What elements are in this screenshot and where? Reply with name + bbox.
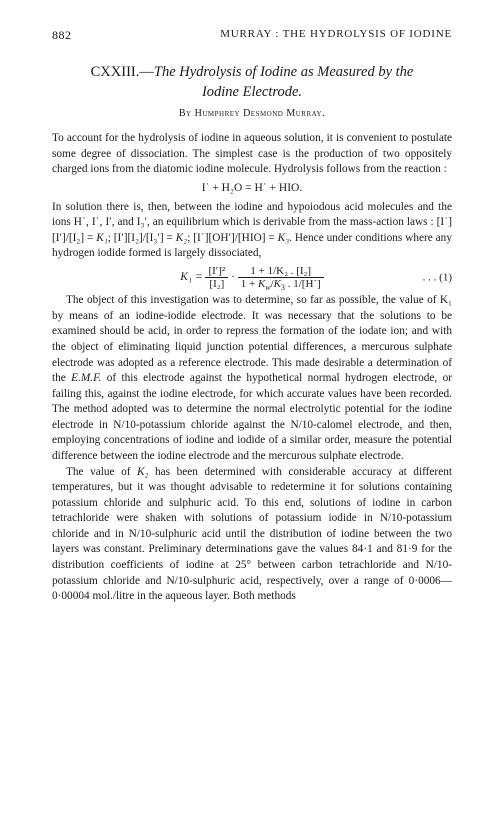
running-title: MURRAY : THE HYDROLYSIS OF IODINE bbox=[220, 28, 452, 43]
body-text: To account for the hydrolysis of iodine … bbox=[52, 131, 452, 605]
equation-1: K₁ = [I′]² [I₂] · 1 + 1/K₂ . [I₂] 1 + Kw… bbox=[52, 265, 452, 290]
paragraph-1: To account for the hydrolysis of iodine … bbox=[52, 131, 452, 178]
p2b: ; [I′][I₂]/[I₃′] = bbox=[108, 232, 176, 244]
eq2-f2-den: 1 + Kw/K3 . 1/[H˙] bbox=[238, 278, 324, 290]
eq2-frac2: 1 + 1/K₂ . [I₂] 1 + Kw/K3 . 1/[H˙] bbox=[238, 265, 324, 290]
p4b: has been determined with considerable ac… bbox=[52, 466, 452, 603]
paragraph-4: The value of K₂ has been determined with… bbox=[52, 465, 452, 605]
p4a: The value of bbox=[66, 466, 137, 478]
p2c: ; [I˙][OH′]/[HIO] = bbox=[187, 232, 277, 244]
eq2-dot: · bbox=[231, 271, 238, 283]
title-line-1: The Hydrolysis of Iodine as Measured by … bbox=[154, 64, 413, 80]
eq2-f1-den: [I₂] bbox=[205, 278, 228, 290]
eq2-f2-num: 1 + 1/K₂ . [I₂] bbox=[238, 265, 324, 278]
k2b: K₂ bbox=[137, 466, 148, 478]
eq2-f1-num: [I′]² bbox=[205, 265, 228, 278]
title-line-2: Iodine Electrode. bbox=[202, 84, 302, 100]
k2: K₂ bbox=[176, 232, 187, 244]
article-number: CXXIII.— bbox=[91, 64, 154, 80]
k1: K₁ bbox=[96, 232, 107, 244]
eq2-label: . . . (1) bbox=[423, 270, 452, 285]
paragraph-2: In solution there is, then, between the … bbox=[52, 200, 452, 262]
article-title: CXXIII.—The Hydrolysis of Iodine as Meas… bbox=[52, 63, 452, 102]
paragraph-3: The object of this investigation was to … bbox=[52, 293, 452, 464]
den-txt: 1 + Kw/K3 . 1/[H˙] bbox=[241, 278, 321, 290]
p3a: The object of this investigation was to … bbox=[52, 294, 452, 384]
eq2-frac1: [I′]² [I₂] bbox=[205, 265, 228, 290]
equation-reaction: I˙ + H₂O = H˙ + HIO. bbox=[52, 181, 452, 197]
p3b: of this electrode against the hypothetic… bbox=[52, 372, 452, 462]
running-head: 882 MURRAY : THE HYDROLYSIS OF IODINE bbox=[52, 28, 452, 43]
journal-page: 882 MURRAY : THE HYDROLYSIS OF IODINE CX… bbox=[0, 0, 500, 625]
eq2-lhs: K₁ = bbox=[180, 271, 205, 283]
emf: E.M.F. bbox=[71, 372, 101, 384]
k3: K₃ bbox=[278, 232, 289, 244]
byline: By Humphrey Desmond Murray. bbox=[52, 108, 452, 119]
page-number: 882 bbox=[52, 28, 72, 43]
